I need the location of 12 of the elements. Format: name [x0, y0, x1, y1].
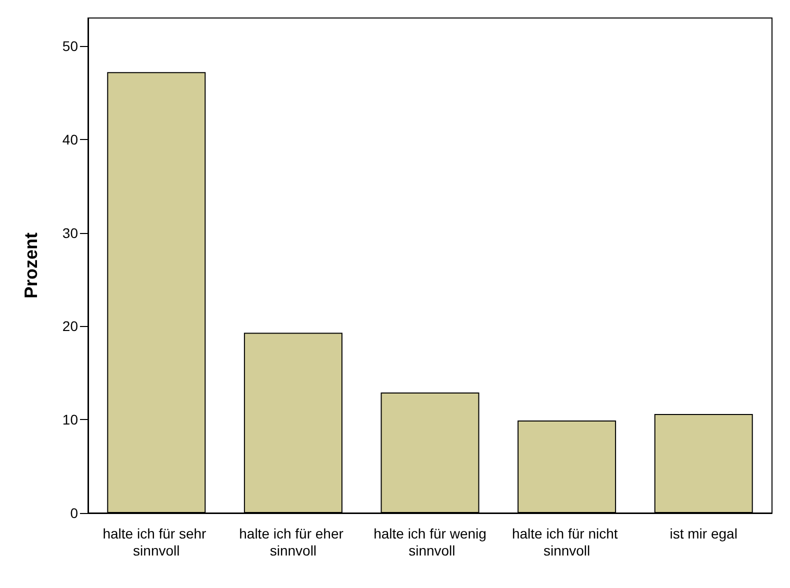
- y-axis-title: Prozent: [21, 232, 41, 299]
- y-tick-label: 20: [62, 318, 78, 334]
- y-tick-label: 30: [62, 224, 78, 241]
- y-tick-label: 10: [62, 412, 78, 428]
- x-tick-label: halte ich für wenig sinnvoll: [374, 526, 486, 558]
- x-tick-label: ist mir egal: [670, 526, 738, 542]
- x-tick-label: halte ich für sehr sinnvoll: [102, 526, 210, 558]
- x-tick-label: halte ich für eher sinnvoll: [239, 526, 348, 558]
- y-tick-label: 0: [70, 505, 78, 521]
- y-tick-label: 40: [62, 131, 78, 148]
- y-tick-label: 50: [62, 38, 78, 54]
- x-tick-label: halte ich für nicht sinnvoll: [512, 526, 622, 558]
